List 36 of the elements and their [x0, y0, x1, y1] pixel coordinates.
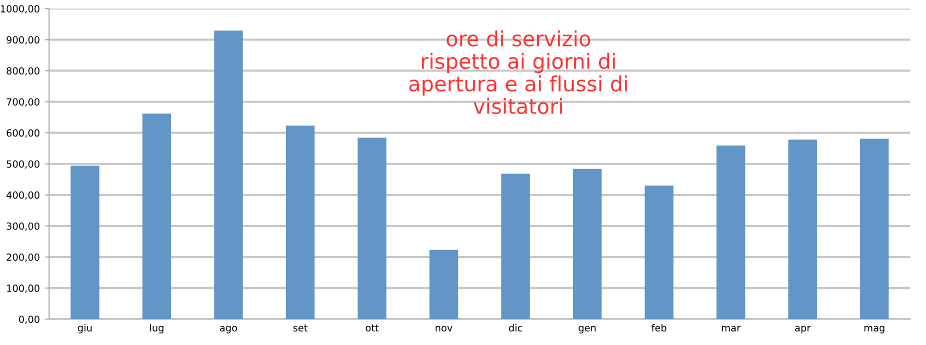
bar [788, 140, 817, 320]
x-tick-label: giu [78, 324, 92, 334]
x-tick-label: ott [366, 324, 379, 332]
bar [358, 138, 386, 320]
bar [214, 30, 243, 320]
bar [286, 126, 315, 320]
x-tick-label: lug [150, 324, 164, 334]
x-tick-label: apr [795, 326, 811, 334]
annotation: ore di servizio rispetto ai giorni di apertura e ai flussi di visitatori [409, 30, 627, 114]
bar [142, 114, 172, 320]
y-tick-label: 0,00 [19, 316, 40, 324]
x-tick-label: mag [864, 326, 884, 334]
y-tick-label: 900,00 [6, 36, 40, 44]
x-tick-label: dic [508, 324, 522, 332]
y-tick-label: 400,00 [6, 191, 40, 200]
bar [716, 146, 746, 320]
bar [70, 166, 100, 320]
x-tick-label: gen [578, 326, 596, 334]
x-tick-label: nov [436, 326, 452, 332]
x-tick-label: set [293, 324, 308, 332]
y-tick-label: 200,00 [6, 254, 40, 262]
bar [860, 138, 889, 320]
y-tick-label: 600,00 [6, 129, 40, 138]
x-tick-label: feb [652, 324, 666, 332]
bar [501, 174, 530, 320]
y-tick-label: 300,00 [6, 222, 40, 231]
x-tick-label: mar [722, 326, 741, 332]
y-tick-label: 500,00 [6, 160, 40, 169]
y-tick-label: 700,00 [6, 98, 40, 107]
y-tick-label: 800,00 [6, 67, 40, 76]
bar [429, 250, 458, 320]
bar [644, 186, 674, 320]
y-tick-label: 1000,00 [0, 5, 40, 14]
y-tick-label: 100,00 [7, 284, 40, 293]
bar [572, 168, 602, 320]
x-tick-label: ago [220, 326, 237, 334]
